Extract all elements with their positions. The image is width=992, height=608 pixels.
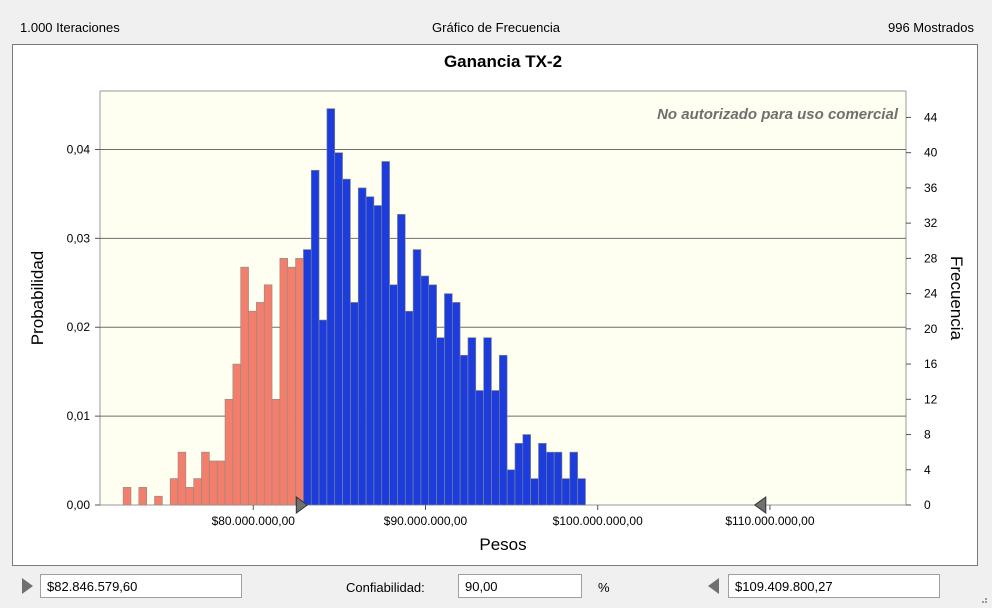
chart-header: 1.000 Iteraciones Gráfico de Frecuencia … [0,0,992,40]
y-left-tick-label: 0,01 [67,409,91,423]
upper-cutoff-marker [753,496,767,514]
histogram-bar [561,478,571,506]
histogram-bar [177,451,187,506]
histogram-bar [451,302,461,506]
histogram-bar [475,390,484,506]
histogram-bar [122,487,132,506]
x-tick-label: $100.000.000,00 [553,514,643,528]
histogram-bar [279,258,289,506]
histogram-bar [514,443,524,506]
y-right-tick-label: 32 [924,216,938,230]
iterations-label: 1.000 Iteraciones [20,20,120,35]
histogram-bar [530,478,539,506]
x-tick-label: $90.000.000,00 [384,514,468,528]
y-right-tick-label: 24 [924,287,938,301]
histogram-bar [295,258,304,506]
y-right-axis-label: Frecuencia [947,256,966,341]
y-right-tick-label: 44 [924,110,938,124]
histogram-bar [553,451,563,506]
y-left-tick-label: 0,02 [67,320,91,334]
y-right-tick-label: 28 [924,251,938,265]
upper-bound-input[interactable] [728,574,940,598]
histogram-bar [436,337,445,506]
histogram-bar [224,398,234,506]
left-triangle-icon [708,578,719,594]
histogram-bar [444,293,453,506]
lower-cutoff-marker [295,496,309,514]
histogram-bar [381,161,390,506]
histogram-bar [193,478,202,506]
x-tick-label: $80.000.000,00 [212,514,296,528]
histogram-bar [287,266,296,506]
histogram-bar [303,249,312,506]
histogram-bar [522,434,531,506]
histogram-bar [334,152,343,506]
histogram-bar [248,310,257,506]
histogram-bar [538,443,547,506]
y-right-tick-label: 4 [924,463,931,477]
watermark-text: No autorizado para uso comercial [657,106,899,123]
y-left-tick-label: 0,03 [67,231,91,245]
histogram-bar [483,337,492,506]
histogram-bar [459,354,469,506]
percent-label: % [598,580,610,595]
histogram-bar [373,205,383,506]
histogram-bar [491,390,500,506]
histogram-bar [169,478,179,506]
y-right-tick-label: 8 [924,428,931,442]
histogram-bar [216,460,226,506]
histogram-bar [467,337,477,506]
resize-grip-icon[interactable] [978,594,988,604]
histogram-bar [412,249,422,506]
histogram-bar [263,284,273,506]
chart-title: Ganancia TX-2 [444,52,562,71]
histogram-bar [428,284,437,506]
histogram-bar [185,487,194,506]
right-triangle-icon [22,578,33,594]
histogram-bar [365,196,375,506]
histogram-bar [154,495,163,506]
x-axis-label: Pesos [479,535,526,554]
histogram-bar [420,275,430,506]
histogram-bar [256,302,265,506]
histogram-bar [326,108,336,506]
histogram-bar [404,310,414,506]
histogram-bar [577,478,586,506]
histogram-bar [389,284,398,506]
histogram-bar [232,363,242,506]
y-left-axis-label: Probabilidad [28,251,47,346]
histogram-bar [342,178,351,506]
histogram-bar [397,214,406,506]
y-right-tick-label: 40 [924,146,938,160]
histogram-bar [201,451,210,506]
x-tick-label: $110.000.000,00 [725,514,815,528]
chart-panel: Ganancia TX-2 0,00 0,01 0,02 0,03 0,04 0 4 8 12 16… [12,44,978,566]
certainty-bar: Confiabilidad: % [0,572,992,608]
histogram-bar [310,169,320,506]
certainty-label: Confiabilidad: [346,580,425,595]
lower-bound-input[interactable] [40,574,242,598]
frequency-chart: Ganancia TX-2 0,00 0,01 0,02 0,03 0,04 0 4 8 12 16… [28,52,966,554]
shown-count-label: 996 Mostrados [888,20,974,35]
y-right-tick-label: 12 [924,392,938,406]
histogram-bar [138,487,147,506]
y-right-tick-label: 16 [924,357,938,371]
histogram-bar [318,319,328,506]
certainty-input[interactable] [458,574,582,598]
histogram-bar [506,469,516,506]
histogram-bar [357,187,367,506]
histogram-bar [350,302,359,506]
histogram-bar [240,266,249,506]
y-left-tick-label: 0,04 [67,142,91,156]
histogram-bar [271,398,281,506]
histogram-bar [546,451,555,506]
y-right-tick-label: 36 [924,181,938,195]
y-right-tick-label: 0 [924,498,931,512]
view-title: Gráfico de Frecuencia [432,20,560,35]
histogram-bar [498,354,508,506]
histogram-bar [209,460,218,506]
y-right-tick-label: 20 [924,322,938,336]
histogram-bar [569,451,578,506]
y-left-tick-label: 0,00 [67,498,91,512]
